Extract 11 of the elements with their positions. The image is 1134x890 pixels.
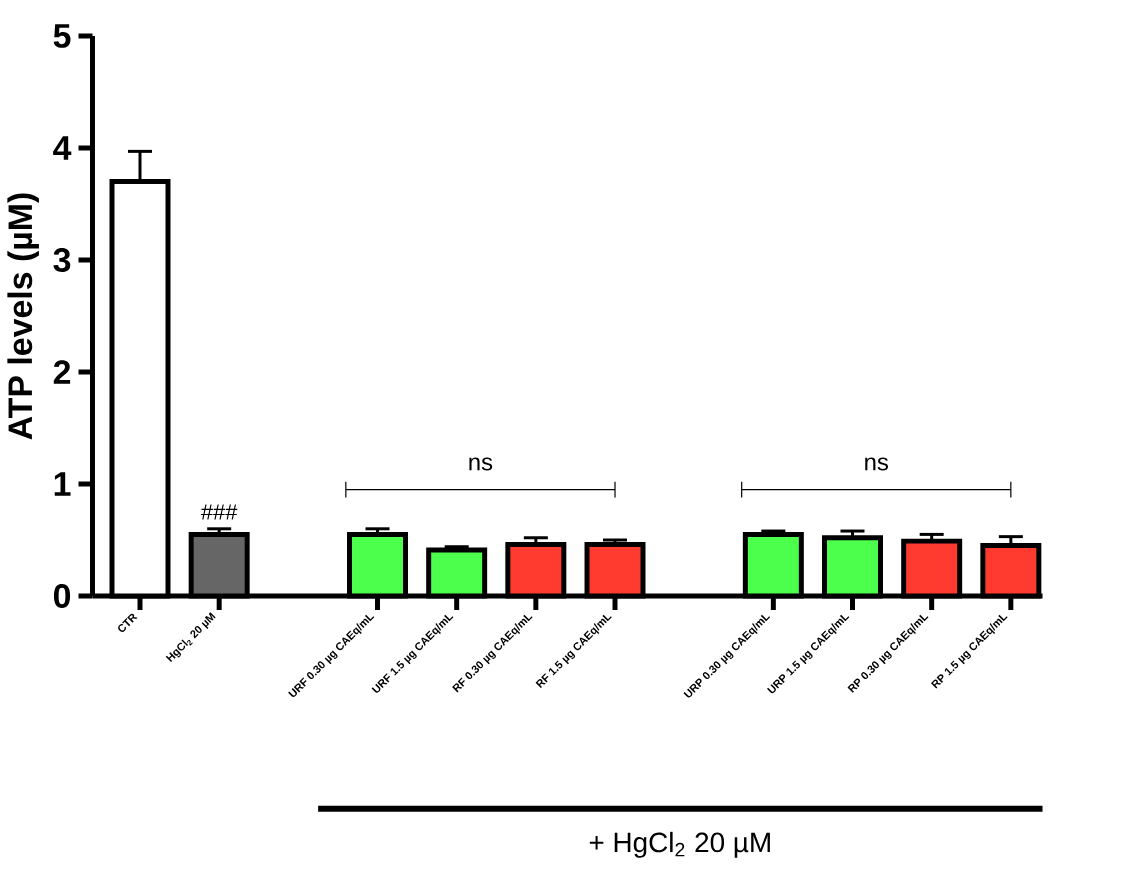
text: + HgCl$_{2}$ 20 µM [589,831,770,858]
annotation: ns [469,457,493,471]
annotation: ### [200,504,238,520]
y-tick-label: 0 [53,584,71,608]
y-tick-label: 2 [53,360,71,384]
y-axis-title: ATP levels (µM) [7,193,39,440]
y-tick-label: 5 [53,24,71,48]
annotation: ns [865,457,889,471]
y-tick-label: 4 [53,136,72,160]
y-tick-label: 1 [54,472,71,496]
y-tick-label: 3 [53,247,71,273]
